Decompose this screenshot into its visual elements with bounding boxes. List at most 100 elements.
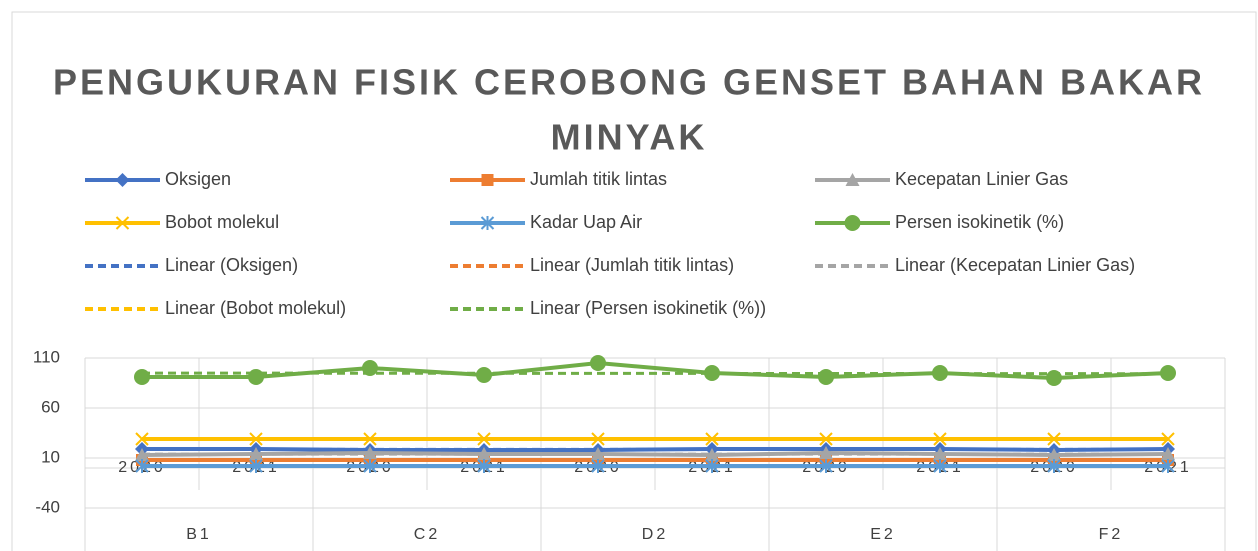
marker (135, 432, 149, 446)
triangle (845, 173, 860, 186)
marker (1161, 432, 1175, 446)
circle (932, 365, 948, 381)
marker (591, 447, 605, 460)
triangle (705, 448, 719, 461)
cross (249, 459, 263, 473)
series-line (142, 447, 1169, 453)
legend-marker (845, 173, 860, 186)
marker (477, 432, 491, 446)
cross (933, 459, 947, 473)
circle (704, 365, 720, 381)
group-label: E2 (870, 526, 896, 543)
cross (591, 459, 605, 473)
y-tick-label: 110 (33, 347, 60, 366)
marker (363, 459, 377, 473)
cross (1161, 432, 1175, 446)
group-label: F2 (1099, 526, 1124, 543)
legend-label: Oksigen (165, 169, 231, 189)
marker (1047, 448, 1061, 461)
marker (932, 365, 948, 381)
cross (477, 432, 491, 446)
cross (477, 459, 491, 473)
legend-label: Linear (Kecepatan Linier Gas) (895, 255, 1135, 275)
marker (135, 459, 149, 473)
marker (704, 365, 720, 381)
cross (705, 459, 719, 473)
series-line (141, 450, 1169, 458)
circle (818, 369, 834, 385)
group-label: C2 (414, 526, 440, 543)
circle (362, 360, 378, 376)
marker (819, 432, 833, 446)
marker (249, 447, 263, 460)
marker (362, 360, 378, 376)
marker (591, 432, 605, 446)
diamond (115, 173, 130, 187)
chart-title-line: MINYAK (551, 117, 708, 158)
marker (933, 447, 947, 460)
marker (477, 447, 491, 460)
marker (933, 432, 947, 446)
marker (1161, 447, 1175, 460)
marker (1047, 432, 1061, 446)
legend-marker (481, 174, 494, 186)
marker (1046, 370, 1062, 386)
legend-label: Kadar Uap Air (530, 212, 642, 232)
cross (591, 432, 605, 446)
marker (363, 446, 377, 459)
cross (363, 459, 377, 473)
legend-label: Linear (Bobot molekul) (165, 298, 346, 318)
marker (819, 446, 833, 459)
marker (591, 459, 605, 473)
marker (933, 459, 947, 473)
triangle (1161, 447, 1175, 460)
triangle (819, 446, 833, 459)
legend-label: Kecepatan Linier Gas (895, 169, 1068, 189)
marker (819, 459, 833, 473)
group-label: B1 (186, 526, 212, 543)
group-label: D2 (642, 526, 668, 543)
marker (248, 369, 264, 385)
marker (134, 369, 150, 385)
marker (135, 448, 149, 461)
y-tick-label: -40 (35, 497, 60, 516)
marker (590, 355, 606, 371)
legend-label: Persen isokinetik (%) (895, 212, 1064, 232)
y-tick-label: 60 (41, 397, 60, 416)
cross (705, 432, 719, 446)
legend-label: Jumlah titik lintas (530, 169, 667, 189)
legend-marker (115, 173, 130, 187)
circle (248, 369, 264, 385)
triangle (249, 447, 263, 460)
circle (844, 215, 861, 231)
cross (480, 216, 495, 230)
triangle (135, 448, 149, 461)
triangle (1047, 448, 1061, 461)
cross (135, 459, 149, 473)
series-line (142, 360, 1169, 381)
y-tick-label: 10 (41, 447, 60, 466)
triangle (477, 447, 491, 460)
cross (933, 432, 947, 446)
cross (363, 432, 377, 446)
cross (115, 216, 130, 230)
circle (1160, 365, 1176, 381)
marker (818, 369, 834, 385)
marker (476, 367, 492, 383)
legend-label: Linear (Jumlah titik lintas) (530, 255, 734, 275)
legend-label: Bobot molekul (165, 212, 279, 232)
circle (476, 367, 492, 383)
legend-marker (844, 215, 861, 231)
marker (705, 432, 719, 446)
marker (705, 459, 719, 473)
marker (477, 459, 491, 473)
circle (134, 369, 150, 385)
marker (1160, 365, 1176, 381)
marker (1047, 459, 1061, 473)
legend-label: Linear (Persen isokinetik (%)) (530, 298, 766, 318)
cross (819, 459, 833, 473)
triangle (933, 447, 947, 460)
marker (249, 432, 263, 446)
square (481, 174, 494, 186)
